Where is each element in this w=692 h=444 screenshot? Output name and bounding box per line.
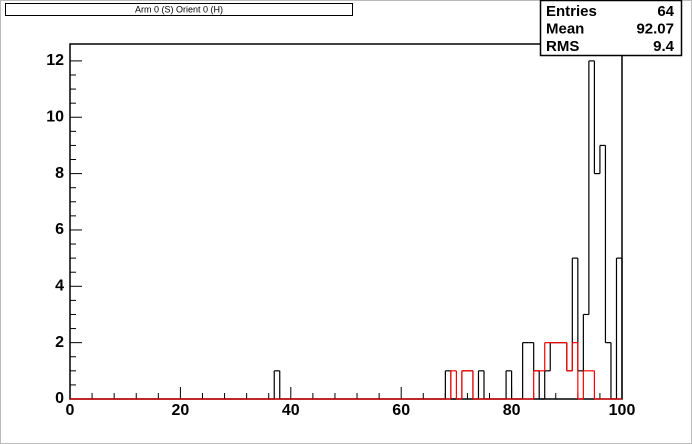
- x-tick-label: 20: [172, 402, 190, 419]
- chart-title: Arm 0 (S) Orient 0 (H): [135, 4, 223, 14]
- y-tick-label: 2: [55, 334, 64, 351]
- y-tick-label: 4: [55, 278, 64, 295]
- stats-label: RMS: [546, 38, 579, 55]
- title-box: [5, 3, 353, 16]
- stats-box: [539, 0, 683, 57]
- y-tick-label: 0: [55, 390, 64, 407]
- y-tick-label: 12: [46, 52, 64, 69]
- x-tick-label: 0: [66, 402, 75, 419]
- stats-label: Entries: [546, 3, 597, 20]
- y-tick-label: 10: [46, 108, 64, 125]
- stats-value: 9.4: [653, 38, 675, 55]
- stats-label: Mean: [546, 20, 584, 37]
- x-tick-label: 40: [282, 402, 300, 419]
- x-tick-label: 100: [609, 402, 636, 419]
- stats-value: 64: [657, 3, 674, 20]
- y-tick-label: 8: [55, 165, 64, 182]
- y-tick-label: 6: [55, 221, 64, 238]
- stats-value: 92.07: [636, 20, 674, 37]
- x-tick-label: 80: [503, 402, 521, 419]
- x-tick-label: 60: [392, 402, 410, 419]
